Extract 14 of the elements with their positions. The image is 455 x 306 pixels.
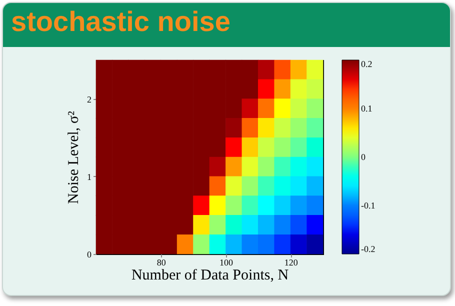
- color-bar-label: -0.2: [361, 244, 376, 254]
- y-tick-label: 2: [87, 94, 92, 104]
- x-tick-label: 100: [219, 258, 234, 268]
- chart-title: stochastic noise: [11, 6, 230, 38]
- y-tick-label: 1: [87, 172, 92, 182]
- y-tick-label: 0: [87, 250, 92, 260]
- y-axis-title: Noise Level, σ²: [66, 110, 82, 204]
- color-bar-label: -0.1: [361, 200, 376, 210]
- x-axis-title: Number of Data Points, N: [131, 268, 289, 284]
- color-bar-label: 0.1: [361, 104, 372, 114]
- x-tick-label: 80: [156, 258, 166, 268]
- x-tick-label: 120: [284, 258, 298, 268]
- color-bar-label: 0: [361, 152, 366, 162]
- color-bar-label: 0.2: [361, 59, 372, 69]
